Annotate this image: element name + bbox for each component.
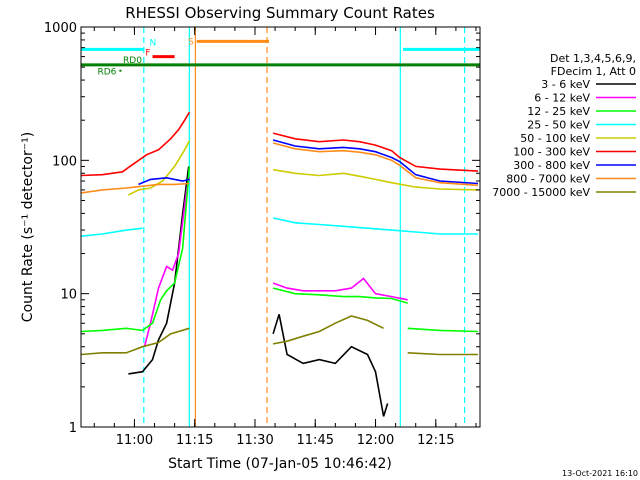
- y-tick-label: 1: [69, 421, 77, 436]
- flag-label-f: F: [145, 49, 150, 59]
- legend-entry: 3 - 6 keV: [541, 78, 590, 91]
- legend-header-1: FDecim 1, Att 0: [551, 65, 636, 78]
- chart-title: RHESSI Observing Summary Count Rates: [125, 4, 435, 22]
- series-line-1-0: [143, 176, 191, 347]
- legend-entry: 6 - 12 keV: [534, 92, 590, 105]
- series-line-3-0: [81, 227, 143, 237]
- legend-entry: 50 - 100 keV: [520, 132, 590, 145]
- legend-entry: 12 - 25 keV: [527, 105, 590, 118]
- legend-entry: 25 - 50 keV: [527, 119, 590, 132]
- series-line-2-2: [407, 327, 479, 333]
- legend-header-0: Det 1,3,4,5,6,9,: [550, 52, 636, 65]
- x-tick-label: 11:45: [297, 433, 334, 448]
- series-line-5-1: [272, 132, 479, 172]
- flag-mark-rd6: [119, 69, 122, 72]
- legend-entry: 100 - 300 keV: [513, 146, 590, 159]
- flag-label-n: N: [149, 38, 156, 48]
- flag-label-s: S: [188, 37, 194, 47]
- x-tick-label: 11:00: [116, 433, 153, 448]
- timestamp: 13-Oct-2021 16:10: [562, 469, 638, 478]
- series-line-7-0: [81, 182, 190, 194]
- series-line-8-0: [81, 327, 190, 356]
- x-axis-label: Start Time (07-Jan-05 10:46:42): [168, 456, 392, 472]
- legend-entry: 300 - 800 keV: [513, 159, 590, 172]
- legend-entry: 800 - 7000 keV: [506, 173, 590, 186]
- flag-label-rd6: RD6: [97, 68, 116, 78]
- series-line-6-1: [272, 139, 479, 185]
- legend: Det 1,3,4,5,6,9,FDecim 1, Att 03 - 6 keV…: [492, 52, 636, 199]
- y-tick-label: 10: [60, 288, 77, 303]
- series-line-3-1: [272, 217, 478, 235]
- series-line-4-0: [128, 140, 191, 196]
- series-line-0-0: [128, 166, 190, 375]
- series-line-8-2: [407, 352, 478, 356]
- legend-entry: 7000 - 15000 keV: [492, 186, 590, 199]
- x-tick-label: 11:15: [176, 433, 213, 448]
- series-line-4-1: [272, 168, 479, 191]
- y-tick-label: 1000: [44, 21, 77, 36]
- series-line-6-0: [138, 176, 190, 186]
- y-axis-label: Count Rate (s⁻¹ detector⁻¹): [20, 132, 36, 322]
- series-line-7-1: [272, 142, 479, 187]
- series-line-2-1: [272, 287, 408, 304]
- series-line-8-1: [272, 315, 384, 345]
- x-tick-label: 11:30: [236, 433, 273, 448]
- flag-label-rd0: RD0: [123, 56, 142, 66]
- x-tick-label: 12:15: [417, 433, 454, 448]
- x-tick-label: 12:00: [357, 433, 394, 448]
- plot-frame: [80, 26, 481, 428]
- series-line-1-1: [272, 277, 408, 301]
- series-line-5-0: [81, 111, 191, 177]
- y-tick-label: 100: [52, 154, 77, 169]
- series-line-2-0: [81, 166, 191, 333]
